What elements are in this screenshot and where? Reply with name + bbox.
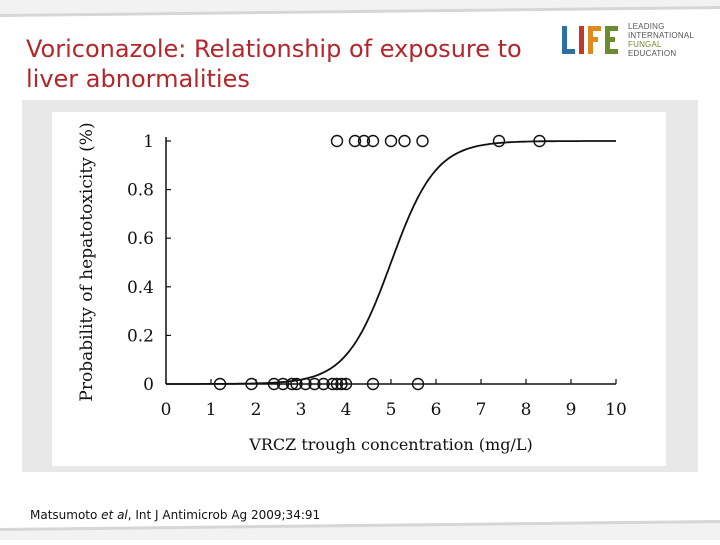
hepatotoxicity-chart: Probability of hepatotoxicity (%) VRCZ t… bbox=[77, 122, 627, 454]
x-tick-label: 1 bbox=[206, 400, 217, 420]
data-point-hepatotoxic bbox=[533, 134, 546, 148]
data-point-non-hepatotoxic bbox=[308, 377, 321, 391]
data-point-hepatotoxic bbox=[330, 134, 344, 148]
x-tick-label: 7 bbox=[476, 400, 487, 420]
data-point-hepatotoxic bbox=[492, 134, 506, 148]
x-tick-label: 9 bbox=[566, 400, 577, 420]
logo-wordmark: LEADING INTERNATIONAL FUNGAL EDUCATION bbox=[628, 22, 712, 58]
data-point-non-hepatotoxic bbox=[299, 377, 312, 391]
x-tick-label: 5 bbox=[386, 400, 397, 420]
y-tick-label: 1 bbox=[143, 132, 154, 152]
data-point-non-hepatotoxic bbox=[326, 377, 339, 391]
x-tick-label: 2 bbox=[251, 400, 262, 420]
citation: Matsumoto et al, Int J Antimicrob Ag 200… bbox=[30, 508, 320, 522]
y-axis-label: Probability of hepatotoxicity (%) bbox=[77, 122, 97, 401]
y-tick-label: 0.8 bbox=[127, 181, 154, 201]
life-logo-mark bbox=[562, 26, 618, 54]
data-point-hepatotoxic bbox=[398, 134, 411, 148]
data-point-non-hepatotoxic bbox=[366, 377, 380, 391]
logo-line: INTERNATIONAL bbox=[628, 31, 695, 40]
top-decorative-band bbox=[0, 0, 720, 22]
data-point-hepatotoxic bbox=[366, 134, 380, 148]
y-tick-label: 0.6 bbox=[127, 229, 154, 249]
bottom-decorative-band bbox=[0, 516, 720, 540]
data-point-non-hepatotoxic bbox=[330, 377, 344, 391]
logistic-fit-curve bbox=[166, 140, 616, 385]
x-tick-label: 10 bbox=[605, 400, 627, 420]
logo-line: LEADING bbox=[628, 22, 665, 31]
data-point-hepatotoxic bbox=[348, 134, 362, 148]
data-point-non-hepatotoxic bbox=[317, 377, 330, 391]
data-point-hepatotoxic bbox=[357, 134, 371, 148]
x-tick-label: 3 bbox=[296, 400, 307, 420]
logo-line: FUNGAL bbox=[628, 40, 662, 49]
x-tick-label: 4 bbox=[341, 400, 352, 420]
data-point-non-hepatotoxic bbox=[267, 377, 281, 391]
x-tick-label: 8 bbox=[521, 400, 532, 420]
slide-title: Voriconazole: Relationship of exposure t… bbox=[26, 35, 522, 93]
x-tick-label: 0 bbox=[161, 400, 172, 420]
data-point-non-hepatotoxic bbox=[245, 377, 258, 391]
data-point-non-hepatotoxic bbox=[285, 377, 299, 391]
data-point-hepatotoxic bbox=[416, 134, 429, 148]
logo-line: EDUCATION bbox=[628, 49, 677, 58]
data-point-non-hepatotoxic bbox=[411, 377, 425, 391]
x-axis-label: VRCZ trough concentration (mg/L) bbox=[248, 435, 532, 454]
life-logo: LEADING INTERNATIONAL FUNGAL EDUCATION bbox=[562, 20, 712, 60]
data-point-non-hepatotoxic bbox=[335, 377, 348, 391]
y-tick-label: 0 bbox=[143, 375, 154, 395]
citation-etal: et al bbox=[101, 508, 128, 522]
chart-figure: Probability of hepatotoxicity (%) VRCZ t… bbox=[52, 112, 666, 466]
data-point-non-hepatotoxic bbox=[290, 377, 303, 391]
data-point-non-hepatotoxic bbox=[339, 377, 353, 391]
data-point-hepatotoxic bbox=[384, 134, 398, 148]
citation-source: , Int J Antimicrob Ag 2009;34:91 bbox=[127, 508, 321, 522]
data-point-non-hepatotoxic bbox=[276, 377, 290, 391]
y-tick-label: 0.4 bbox=[127, 278, 154, 298]
top-band-graphic bbox=[0, 0, 720, 17]
x-tick-label: 6 bbox=[431, 400, 442, 420]
bottom-band-graphic bbox=[0, 520, 720, 540]
y-tick-label: 0.2 bbox=[127, 326, 154, 346]
citation-authors: Matsumoto bbox=[30, 508, 102, 522]
data-point-non-hepatotoxic bbox=[213, 377, 227, 391]
